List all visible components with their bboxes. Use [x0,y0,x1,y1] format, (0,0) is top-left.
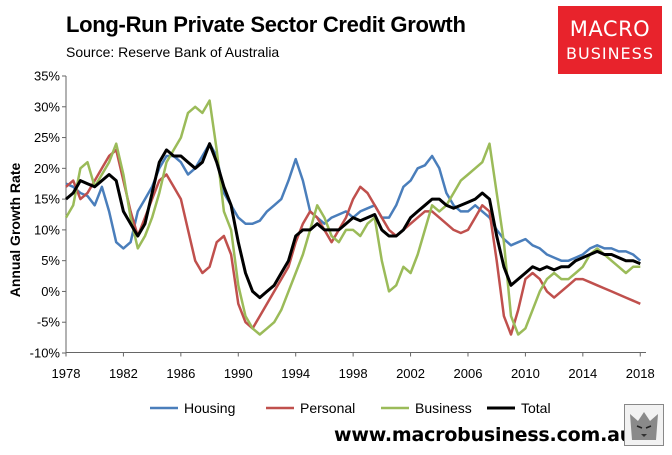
macrobusiness-logo: MACRO BUSINESS [558,6,662,74]
x-tick-label: 1978 [52,366,81,381]
x-tick-label: 1986 [166,366,195,381]
footer-url: www.macrobusiness.com.au [334,424,634,446]
y-tick-label: 15% [34,192,60,207]
chart-title: Long-Run Private Sector Credit Growth [66,12,466,37]
logo-line-2: BUSINESS [566,44,654,63]
chart-axes [62,75,646,357]
legend-label-housing: Housing [184,400,235,416]
y-axis-label: Annual Growth Rate [7,163,23,298]
y-tick-label: 30% [34,99,60,114]
x-tick-label: 2014 [568,366,597,381]
chart-source: Source: Reserve Bank of Australia [66,44,280,60]
logo-line-1: MACRO [569,17,651,41]
y-tick-label: -5% [37,315,61,330]
y-tick-label: 10% [34,222,60,237]
y-tick-label: 35% [34,69,60,84]
y-tick-label: -10% [30,346,61,361]
legend-label-personal: Personal [300,400,355,416]
legend-label-total: Total [521,400,551,416]
wolf-mascot-icon [624,404,664,446]
chart-legend: Housing Personal Business Total [150,400,551,416]
legend-label-business: Business [415,400,472,416]
series-line-business [64,99,641,336]
y-tick-label: 20% [34,161,60,176]
series-line-total [65,142,641,300]
x-tick-label: 2002 [396,366,425,381]
y-tick-label: 0% [41,284,60,299]
y-tick-label: 5% [41,253,60,268]
x-tick-label: 2010 [511,366,540,381]
y-tick-labels: 35% 30% 25% 20% 15% 10% 5% 0% -5% -10% [30,69,61,361]
x-tick-label: 1994 [281,366,310,381]
x-tick-label: 1990 [224,366,253,381]
x-tick-label: 2018 [626,366,655,381]
series-line-personal [65,148,641,336]
chart-series-lines [64,99,642,336]
x-tick-labels: 1978 1982 1986 1990 1994 1998 2002 2006 2010 2014… [52,366,655,381]
x-tick-label: 1982 [109,366,138,381]
y-tick-label: 25% [34,130,60,145]
x-tick-label: 2006 [454,366,483,381]
x-tick-label: 1998 [339,366,368,381]
